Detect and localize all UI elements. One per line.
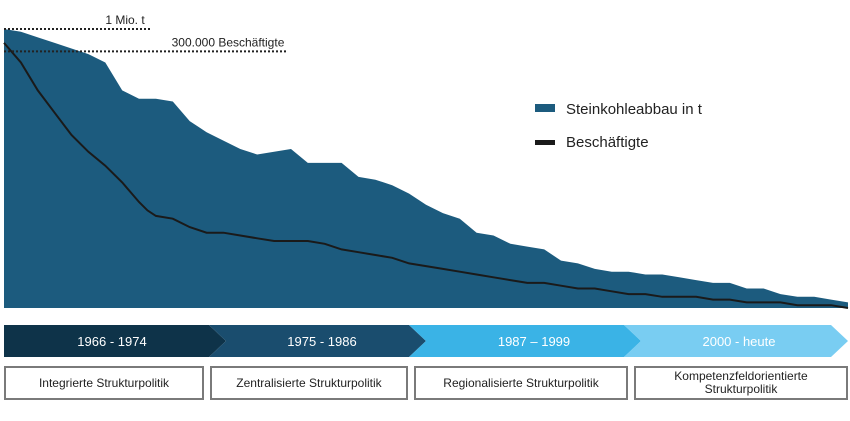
phase-label-2000-heute: 2000 - heute bbox=[702, 334, 775, 349]
phase-arrow-1987-1999 bbox=[409, 325, 641, 357]
policy-box-kompetenzfeldorientierte: Kompetenzfeldorientierte Strukturpolitik bbox=[634, 366, 848, 400]
policy-box-zentralisierte: Zentralisierte Strukturpolitik bbox=[210, 366, 408, 400]
legend-label-steinkohleabbau: Steinkohleabbau in t bbox=[566, 101, 703, 118]
legend-label-beschaeftigte: Beschäftigte bbox=[566, 134, 649, 151]
line-series-beschaeftigte bbox=[3, 42, 849, 309]
area-series-steinkohleabbau bbox=[4, 29, 848, 308]
reference-line-label-0: 1 Mio. t bbox=[105, 13, 145, 27]
reference-line-label-1: 300.000 Beschäftigte bbox=[172, 35, 285, 49]
policy-box-regionalisierte: Regionalisierte Strukturpolitik bbox=[414, 366, 628, 400]
policy-row: Integrierte Strukturpolitik Zentralisier… bbox=[4, 366, 848, 404]
phase-label-1987-1999: 1987 – 1999 bbox=[498, 334, 570, 349]
phase-arrow-1966-1974 bbox=[4, 325, 226, 357]
phase-arrow-1975-1986 bbox=[209, 325, 426, 357]
legend: Steinkohleabbau in t Beschäftigte bbox=[535, 101, 703, 151]
legend-swatch-beschaeftigte bbox=[535, 140, 555, 145]
chart: 1 Mio. t 300.000 Beschäftigte Steinkohlea… bbox=[3, 13, 849, 309]
reference-lines: 1 Mio. t 300.000 Beschäftigte bbox=[4, 13, 288, 53]
phase-label-1975-1986: 1975 - 1986 bbox=[287, 334, 356, 349]
legend-swatch-steinkohleabbau bbox=[535, 104, 555, 112]
policy-box-integrierte: Integrierte Strukturpolitik bbox=[4, 366, 204, 400]
phase-label-1966-1974: 1966 - 1974 bbox=[77, 334, 146, 349]
phase-arrow-2000-heute bbox=[624, 325, 848, 357]
timeline: 1966 - 1974 1975 - 1986 1987 – 1999 2000… bbox=[4, 325, 848, 357]
